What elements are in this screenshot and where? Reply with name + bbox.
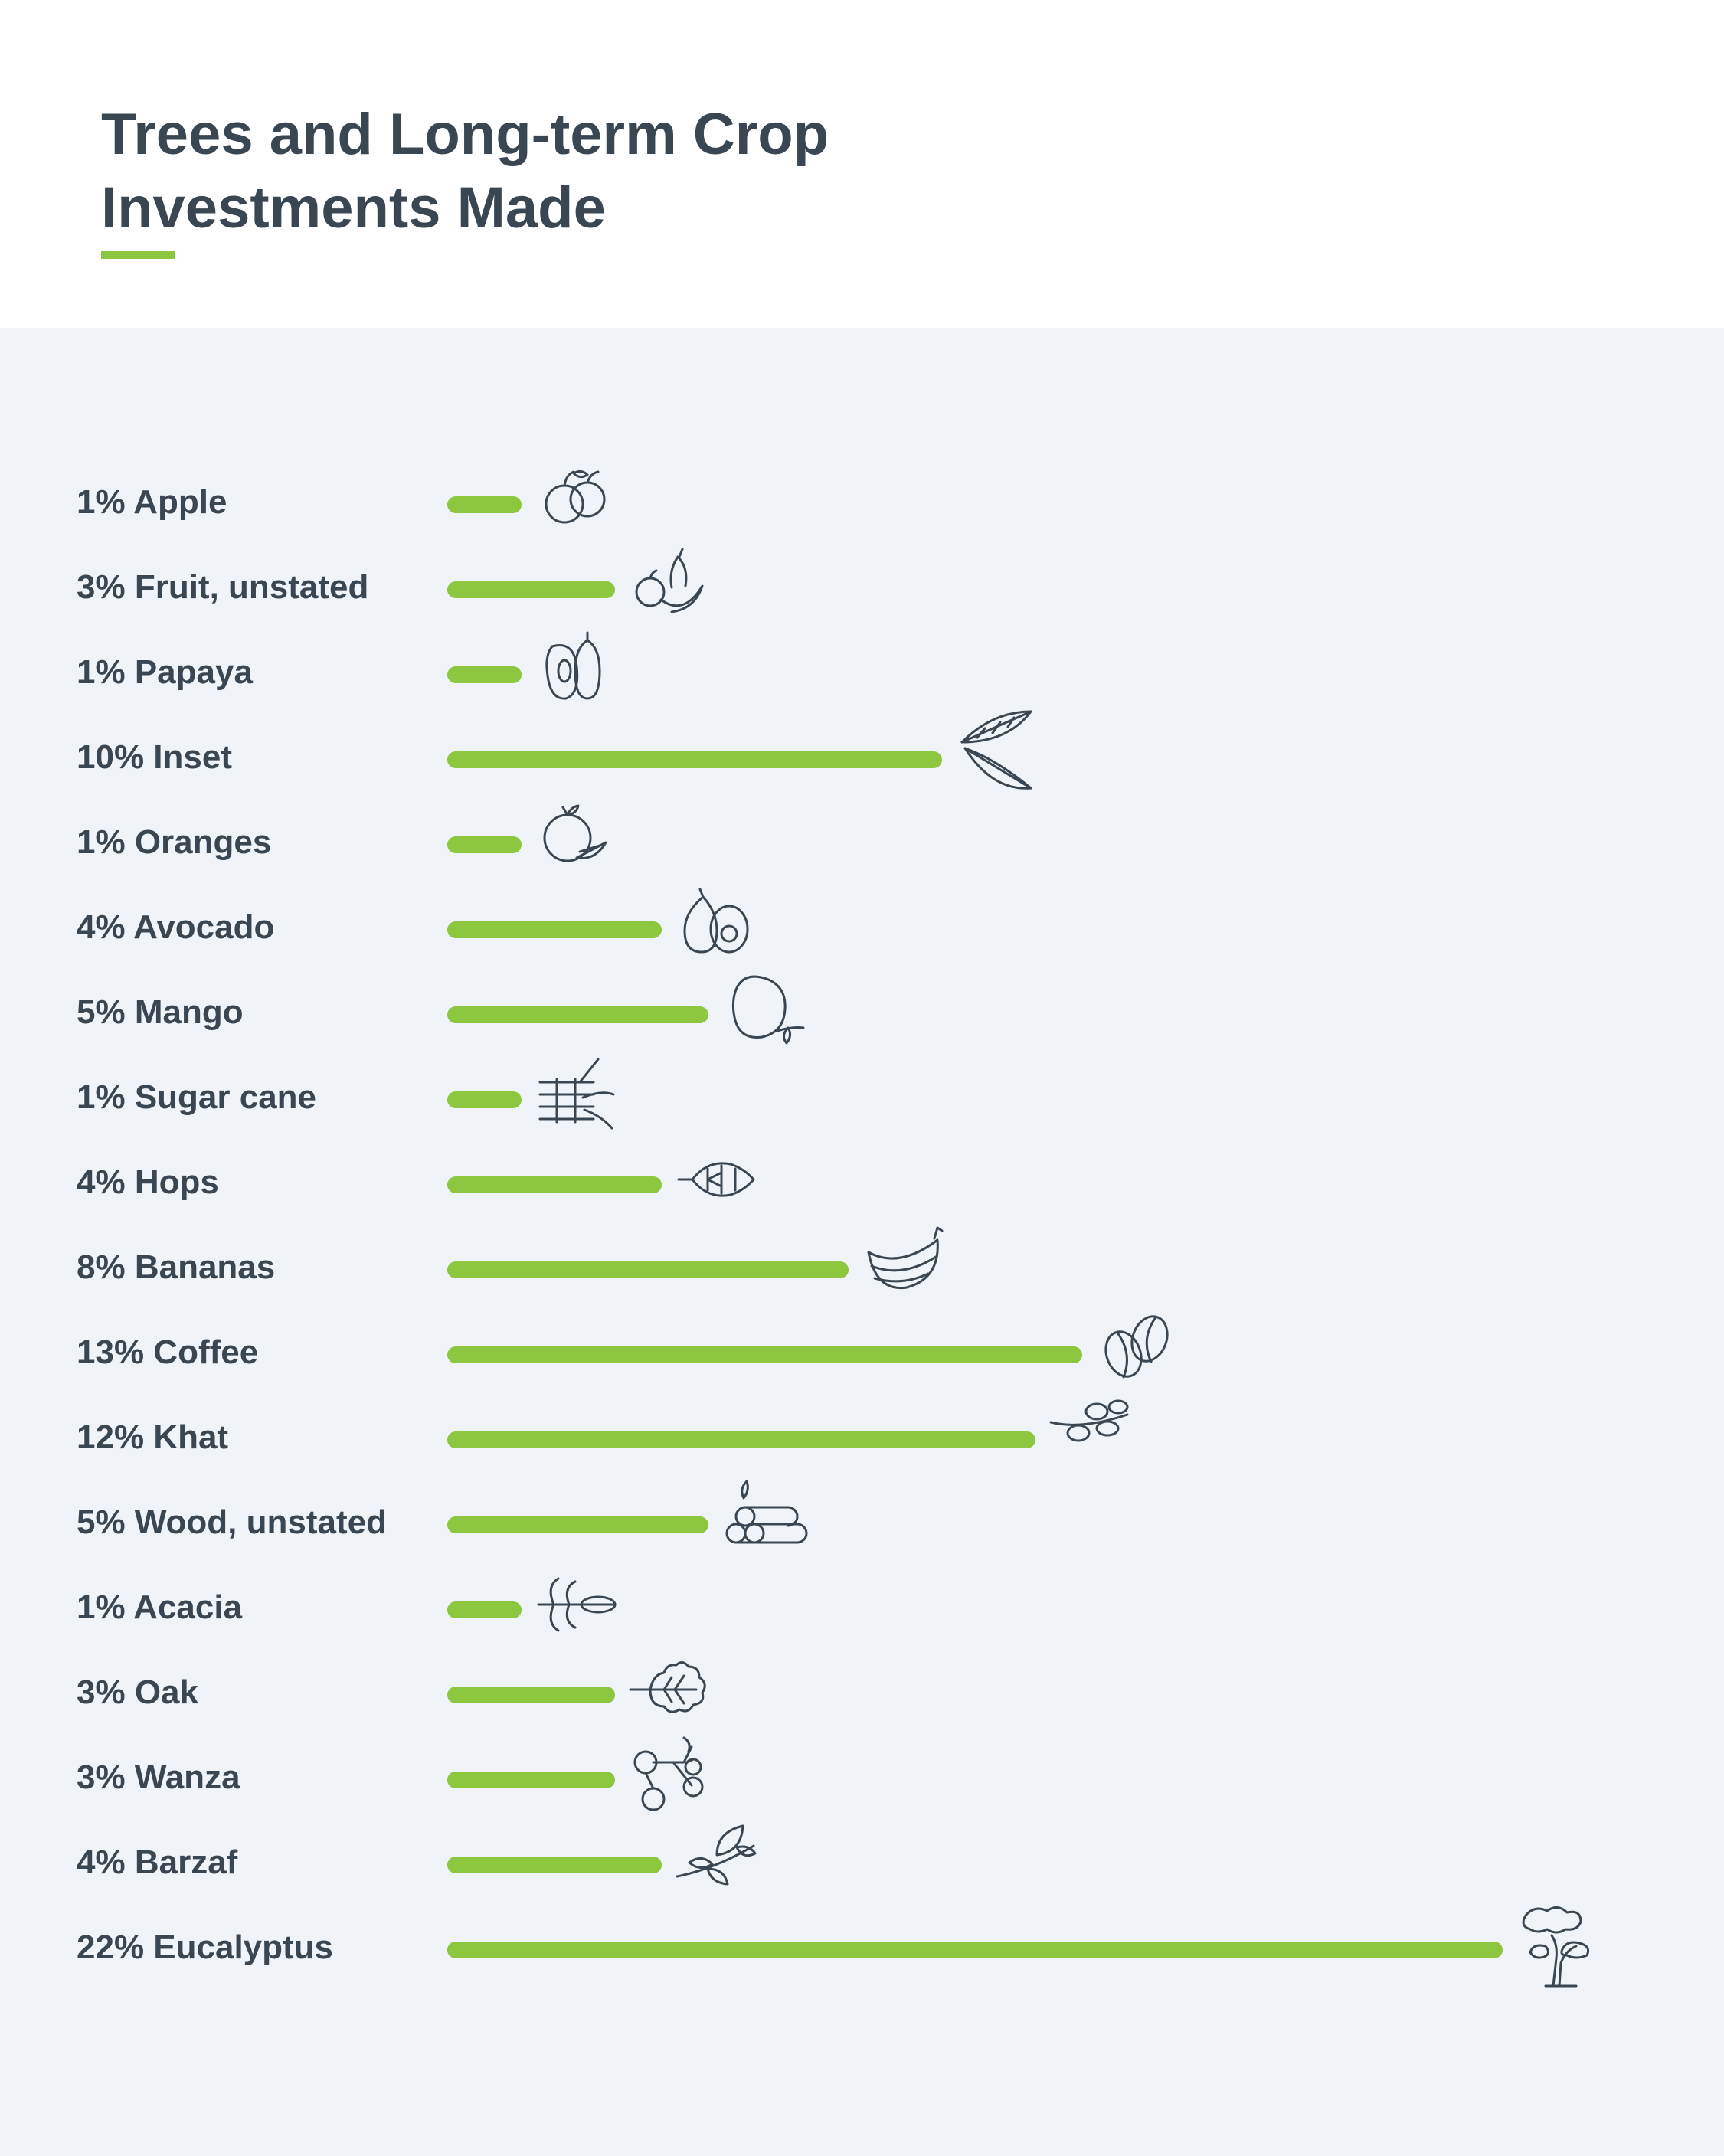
chart-panel: 1% Apple 3% Fruit, unstated 1% Papaya 10% I… (0, 328, 1724, 2156)
bar-row: 1% Papaya (0, 631, 1724, 734)
bar-row: 5% Mango (0, 975, 1724, 1074)
bar-row: 1% Oranges (0, 804, 1724, 904)
header: Trees and Long-term Crop Investments Mad… (0, 0, 1724, 328)
bar-label: 3% Wanza (77, 1758, 240, 1796)
bar (447, 1346, 1082, 1363)
bar (447, 1601, 522, 1618)
oak-leaf-icon (627, 1647, 712, 1731)
bar-row: 10% Inset (0, 710, 1724, 819)
logs-icon (721, 1477, 808, 1561)
bar (447, 666, 522, 683)
bar-label: 1% Papaya (77, 653, 253, 691)
bar (447, 836, 522, 853)
bar-row: 1% Acacia (0, 1577, 1724, 1669)
acacia-leaf-icon (534, 1562, 618, 1646)
bar-label: 10% Inset (77, 738, 232, 776)
bar-label: 12% Khat (77, 1418, 229, 1456)
berries-icon (627, 1732, 712, 1816)
orange-icon (534, 797, 618, 881)
title-line-1: Trees and Long-term Crop (101, 102, 829, 167)
chart-title: Trees and Long-term Crop Investments Mad… (101, 98, 829, 245)
bar-row: 8% Bananas (0, 1226, 1724, 1329)
fruit-icon (627, 541, 712, 626)
bar-label: 1% Acacia (77, 1588, 243, 1626)
bar-row: 3% Fruit, unstated (0, 548, 1724, 649)
bar-row: 4% Hops (0, 1160, 1724, 1244)
bar (447, 1942, 1503, 1958)
mango-icon (721, 967, 805, 1051)
bar (447, 581, 615, 598)
papaya-icon (534, 627, 618, 711)
bar (447, 1091, 522, 1108)
bar (447, 1006, 708, 1023)
bar-row: 1% Apple (0, 469, 1724, 564)
avocado-icon (674, 882, 758, 966)
bar (447, 1431, 1035, 1448)
apple-icon (534, 456, 618, 541)
bar-label: 3% Oak (77, 1673, 198, 1711)
bar-row: 5% Wood, unstated (0, 1480, 1724, 1584)
bar (447, 496, 522, 513)
banana-leaf-icon (954, 710, 1039, 796)
bar-row: 13% Coffee (0, 1315, 1724, 1414)
bar (447, 1261, 849, 1278)
bar-label: 1% Sugar cane (77, 1078, 317, 1116)
bar-label: 3% Fruit, unstated (77, 568, 369, 606)
bar-label: 8% Bananas (77, 1248, 276, 1286)
bar (447, 921, 662, 938)
leaf-branch-icon (674, 1817, 758, 1901)
bar (447, 1687, 615, 1703)
bar-label: 4% Hops (77, 1163, 219, 1201)
bar-row: 22% Eucalyptus (0, 1906, 1724, 2009)
bar-label: 22% Eucalyptus (77, 1929, 334, 1966)
bar-row: 4% Avocado (0, 888, 1724, 989)
tree-icon (1515, 1902, 1599, 1988)
bar (447, 1516, 708, 1533)
bar-label: 5% Mango (77, 993, 244, 1031)
bar-label: 4% Avocado (77, 908, 275, 946)
bar-label: 1% Oranges (77, 823, 272, 861)
hops-icon (674, 1137, 758, 1221)
bar (447, 751, 942, 768)
bar-row: 3% Oak (0, 1661, 1724, 1754)
bananas-icon (861, 1222, 945, 1306)
bar-label: 5% Wood, unstated (77, 1503, 387, 1541)
bar-row: 12% Khat (0, 1399, 1724, 1499)
title-underline (101, 251, 175, 259)
bar-row: 4% Barzaf (0, 1824, 1724, 1924)
sugar-cane-icon (534, 1052, 618, 1136)
bar (447, 1857, 662, 1873)
bar-label: 4% Barzaf (77, 1844, 238, 1881)
coffee-bean-icon (1094, 1307, 1179, 1391)
bar-row: 3% Wanza (0, 1736, 1724, 1839)
bar-label: 1% Apple (77, 483, 227, 521)
bar-label: 13% Coffee (77, 1333, 259, 1371)
bar (447, 1772, 615, 1788)
leaf-sprig-icon (1048, 1392, 1132, 1476)
title-line-2: Investments Made (101, 175, 606, 240)
bar (447, 1176, 662, 1193)
bar-row: 1% Sugar cane (0, 1058, 1724, 1159)
